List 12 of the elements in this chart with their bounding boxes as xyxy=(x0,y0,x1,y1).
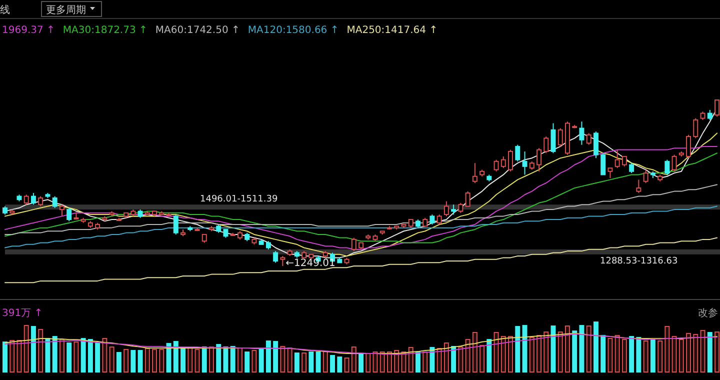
annotation: ←1249.01 xyxy=(286,258,336,269)
band-label: 1288.53-1316.63 xyxy=(600,256,678,266)
legend: 1969.37 ↑ xyxy=(2,25,55,36)
text: 线 xyxy=(0,4,10,16)
text: 391万 ↑ xyxy=(2,308,43,319)
legend: MA30:1872.73 ↑ xyxy=(62,25,148,36)
legend: MA60:1742.50 ↑ xyxy=(155,25,240,36)
legend: MA250:1417.64 ↑ xyxy=(346,25,438,36)
legend: MA120:1580.66 ↑ xyxy=(248,25,339,36)
text: 改参 xyxy=(698,307,718,319)
band-label: 1496.01-1511.39 xyxy=(200,194,278,205)
text: 更多周期 xyxy=(46,4,86,16)
